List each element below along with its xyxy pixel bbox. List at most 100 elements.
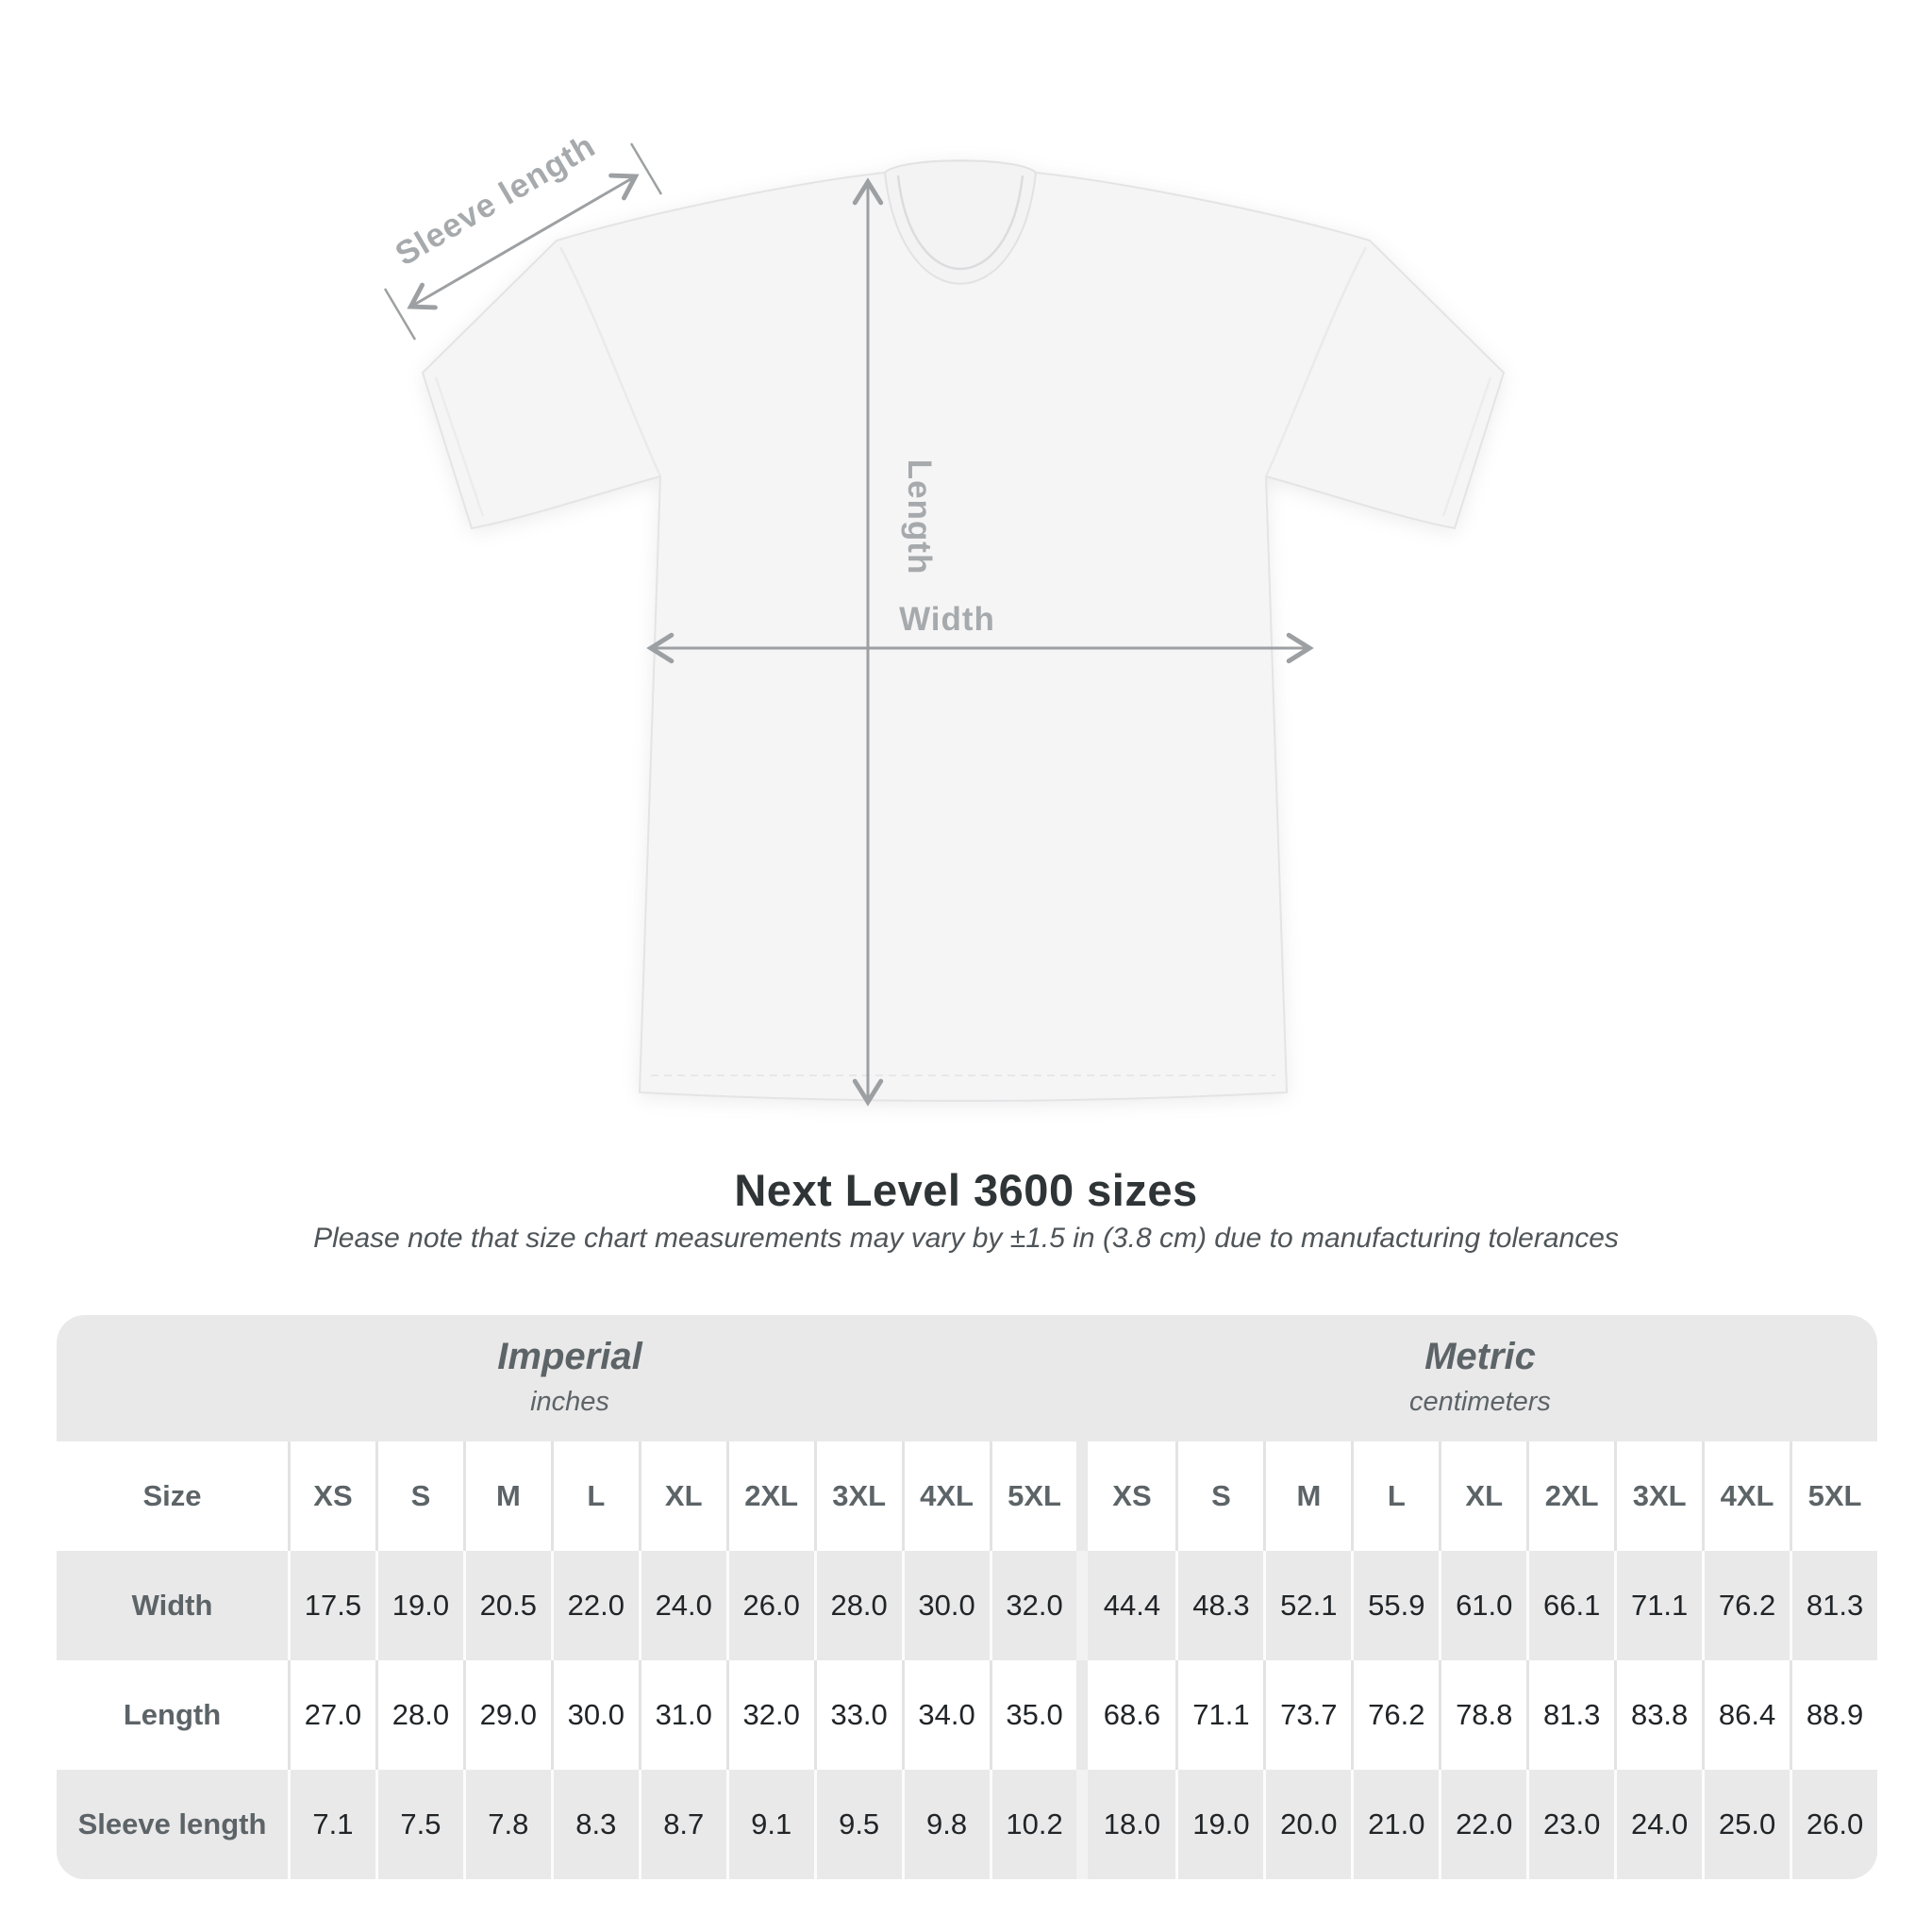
size-header: 2XL [725, 1441, 814, 1551]
size-header: 5XL [989, 1441, 1077, 1551]
collar-seam [896, 175, 1024, 271]
table-cell: 33.0 [813, 1660, 902, 1770]
size-header: L [1351, 1441, 1439, 1551]
table-cell: 73.7 [1263, 1660, 1351, 1770]
unit-divider [1076, 1660, 1089, 1770]
armhole-seam-right [1264, 246, 1368, 477]
size-header: XL [638, 1441, 726, 1551]
row-label: Width [131, 1589, 213, 1622]
unit-divider [1076, 1770, 1089, 1879]
table-cell: 20.5 [462, 1551, 551, 1660]
table-cell: 26.0 [1790, 1770, 1877, 1879]
size-header: XS [288, 1441, 375, 1551]
sleeve-arrow-tick-top [629, 142, 663, 195]
row-label: Length [123, 1698, 222, 1731]
table-cell: 71.1 [1614, 1551, 1702, 1660]
table-row-width: Width 17.5 19.0 20.5 22.0 24.0 26.0 28.0… [57, 1551, 1877, 1660]
table-row-length: Length 27.0 28.0 29.0 30.0 31.0 32.0 33.… [57, 1660, 1877, 1770]
unit-divider [1076, 1441, 1089, 1551]
table-cell: 9.5 [813, 1770, 902, 1879]
size-header: 5XL [1790, 1441, 1877, 1551]
table-row-sleeve-length: Sleeve length 7.1 7.5 7.8 8.3 8.7 9.1 9.… [57, 1770, 1877, 1879]
table-cell: 68.6 [1103, 1698, 1161, 1731]
unit-header: Imperial inches Metric centimeters [57, 1315, 1877, 1441]
table-cell: 52.1 [1263, 1551, 1351, 1660]
table-cell: 28.0 [375, 1660, 463, 1770]
table-cell: 20.0 [1263, 1770, 1351, 1879]
table-cell: 34.0 [901, 1660, 990, 1770]
table-cell: 81.3 [1526, 1660, 1614, 1770]
table-cell: 10.2 [989, 1770, 1077, 1879]
collar [883, 159, 1038, 285]
size-table: Imperial inches Metric centimeters Size … [57, 1315, 1877, 1879]
unit-divider [1076, 1551, 1089, 1660]
unit-metric-label: Metric [1424, 1336, 1536, 1377]
size-col-header: Size [142, 1479, 202, 1512]
size-header: M [462, 1441, 551, 1551]
table-cell: 35.0 [989, 1660, 1077, 1770]
sleeve-hem-right [1441, 376, 1492, 517]
size-header: L [550, 1441, 639, 1551]
table-cell: 32.0 [725, 1660, 814, 1770]
table-cell: 27.0 [288, 1660, 375, 1770]
table-cell: 9.1 [725, 1770, 814, 1879]
table-cell: 48.3 [1175, 1551, 1263, 1660]
size-header: XS [1112, 1479, 1152, 1512]
table-cell: 44.4 [1103, 1589, 1161, 1622]
size-header: 2XL [1526, 1441, 1614, 1551]
table-cell: 22.0 [550, 1551, 639, 1660]
size-header: M [1263, 1441, 1351, 1551]
table-cell: 81.3 [1790, 1551, 1877, 1660]
table-cell: 32.0 [989, 1551, 1077, 1660]
table-cell: 24.0 [638, 1551, 726, 1660]
unit-imperial-sublabel: inches [530, 1387, 609, 1417]
table-cell: 7.8 [462, 1770, 551, 1879]
size-header: 3XL [1614, 1441, 1702, 1551]
table-cell: 86.4 [1702, 1660, 1790, 1770]
table-cell: 55.9 [1351, 1551, 1439, 1660]
table-cell: 8.3 [550, 1770, 639, 1879]
table-cell: 71.1 [1175, 1660, 1263, 1770]
table-cell: 17.5 [288, 1551, 375, 1660]
table-cell: 8.7 [638, 1770, 726, 1879]
table-cell: 19.0 [1175, 1770, 1263, 1879]
page-subtitle: Please note that size chart measurements… [313, 1223, 1619, 1254]
length-label: Length [901, 459, 938, 575]
table-cell: 31.0 [638, 1660, 726, 1770]
table-cell: 7.5 [375, 1770, 463, 1879]
tshirt-diagram: Sleeve length Length Width [383, 127, 1506, 1107]
size-header: S [1175, 1441, 1263, 1551]
table-cell: 22.0 [1439, 1770, 1526, 1879]
row-label: Sleeve length [77, 1807, 267, 1840]
table-cell: 88.9 [1790, 1660, 1877, 1770]
table-cell: 23.0 [1526, 1770, 1614, 1879]
size-header: 4XL [901, 1441, 990, 1551]
table-cell: 19.0 [375, 1551, 463, 1660]
table-cell: 18.0 [1103, 1807, 1161, 1840]
table-cell: 7.1 [288, 1770, 375, 1879]
table-cell: 24.0 [1614, 1770, 1702, 1879]
sleeve-length-arrow [407, 173, 640, 310]
page-title: Next Level 3600 sizes [734, 1165, 1198, 1215]
size-header: XL [1439, 1441, 1526, 1551]
table-cell: 21.0 [1351, 1770, 1439, 1879]
table-cell: 29.0 [462, 1660, 551, 1770]
sleeve-hem-left [434, 376, 485, 517]
size-header: 3XL [813, 1441, 902, 1551]
size-header: 4XL [1702, 1441, 1790, 1551]
table-cell: 76.2 [1702, 1551, 1790, 1660]
unit-metric: Metric centimeters [1083, 1315, 1877, 1441]
unit-imperial: Imperial inches [57, 1315, 1083, 1441]
table-cell: 61.0 [1439, 1551, 1526, 1660]
table-cell: 30.0 [901, 1551, 990, 1660]
unit-imperial-label: Imperial [497, 1336, 642, 1377]
table-cell: 78.8 [1439, 1660, 1526, 1770]
unit-metric-sublabel: centimeters [1409, 1387, 1551, 1417]
table-cell: 26.0 [725, 1551, 814, 1660]
width-label: Width [899, 601, 995, 638]
table-cell: 83.8 [1614, 1660, 1702, 1770]
table-cell: 66.1 [1526, 1551, 1614, 1660]
size-header: S [375, 1441, 463, 1551]
tshirt-shape [421, 159, 1506, 1102]
